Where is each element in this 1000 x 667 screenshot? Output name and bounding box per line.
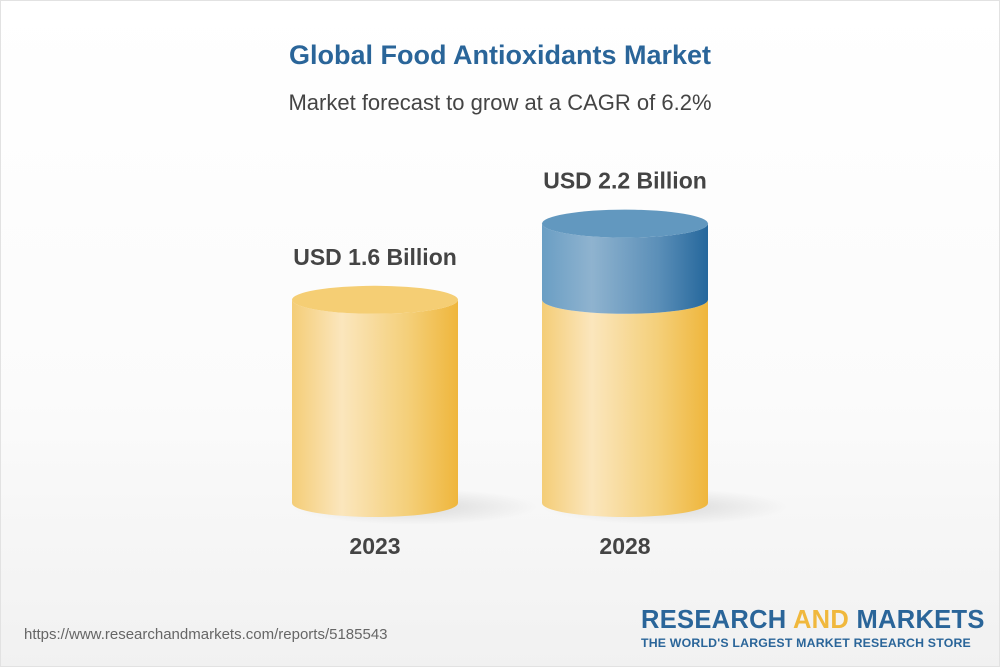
category-label: 2023: [349, 533, 400, 559]
category-label: 2028: [599, 533, 650, 559]
chart-title: Global Food Antioxidants Market: [288, 40, 712, 70]
bar-growth-segment: [542, 223, 708, 314]
logo-text: RESEARCH: [641, 606, 793, 634]
logo-text: MARKETS: [849, 606, 985, 634]
data-label: USD 1.6 Billion: [293, 244, 457, 270]
bar-top-cap: [542, 209, 708, 238]
data-label: USD 2.2 Billion: [543, 168, 707, 194]
research-and-markets-logo: RESEARCH AND MARKETS THE WORLD'S LARGEST…: [641, 606, 984, 650]
bar-top-cap: [292, 285, 458, 314]
logo-tagline: THE WORLD'S LARGEST MARKET RESEARCH STOR…: [641, 636, 971, 650]
source-url[interactable]: https://www.researchandmarkets.com/repor…: [24, 626, 388, 643]
bar-base-segment: [292, 299, 458, 517]
logo-text: AND: [792, 606, 850, 634]
chart-subtitle: Market forecast to grow at a CAGR of 6.2…: [288, 90, 712, 115]
bar-base-segment: [542, 299, 708, 517]
